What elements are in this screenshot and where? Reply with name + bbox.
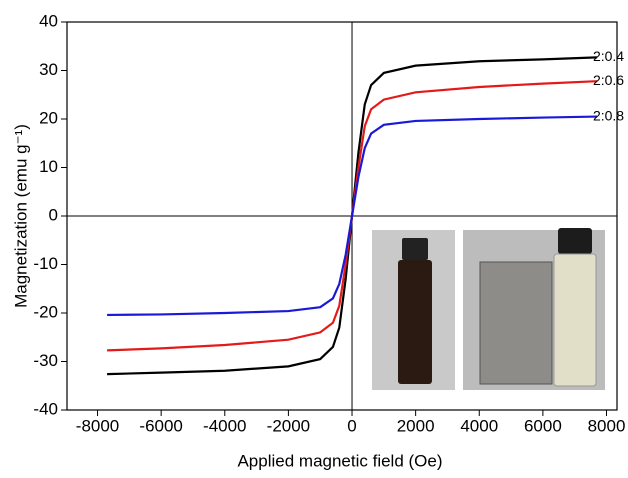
y-tick-label: 0	[49, 205, 58, 224]
x-axis-title: Applied magnetic field (Oe)	[237, 451, 442, 470]
y-tick-label: 20	[39, 108, 58, 127]
x-tick-label: 2000	[397, 416, 435, 435]
x-tick-label: 4000	[460, 416, 498, 435]
x-tick-label: -8000	[76, 416, 119, 435]
y-tick-label: -30	[33, 351, 58, 370]
magnet	[479, 261, 553, 385]
y-tick-label: -40	[33, 399, 58, 418]
vial-cap	[402, 238, 428, 260]
series-line	[107, 115, 597, 317]
y-axis-title: Magnetization (emu g⁻¹)	[11, 124, 30, 308]
y-tick-label: 10	[39, 157, 58, 176]
x-tick-label: -2000	[267, 416, 310, 435]
vial-cap	[558, 228, 592, 254]
x-tick-label: 6000	[524, 416, 562, 435]
x-tick-label: -6000	[139, 416, 182, 435]
y-tick-label: -20	[33, 302, 58, 321]
x-tick-label: 0	[347, 416, 356, 435]
series-label: 2:0.6	[593, 72, 624, 88]
x-tick-label: -4000	[203, 416, 246, 435]
inset-photo	[372, 228, 605, 390]
vial	[398, 260, 432, 384]
y-tick-label: -10	[33, 254, 58, 273]
x-tick-label: 8000	[588, 416, 626, 435]
y-tick-label: 30	[39, 60, 58, 79]
series-label: 2:0.8	[593, 107, 624, 123]
vial	[553, 253, 597, 387]
y-tick-label: 40	[39, 11, 58, 30]
series-label: 2:0.4	[593, 48, 624, 64]
